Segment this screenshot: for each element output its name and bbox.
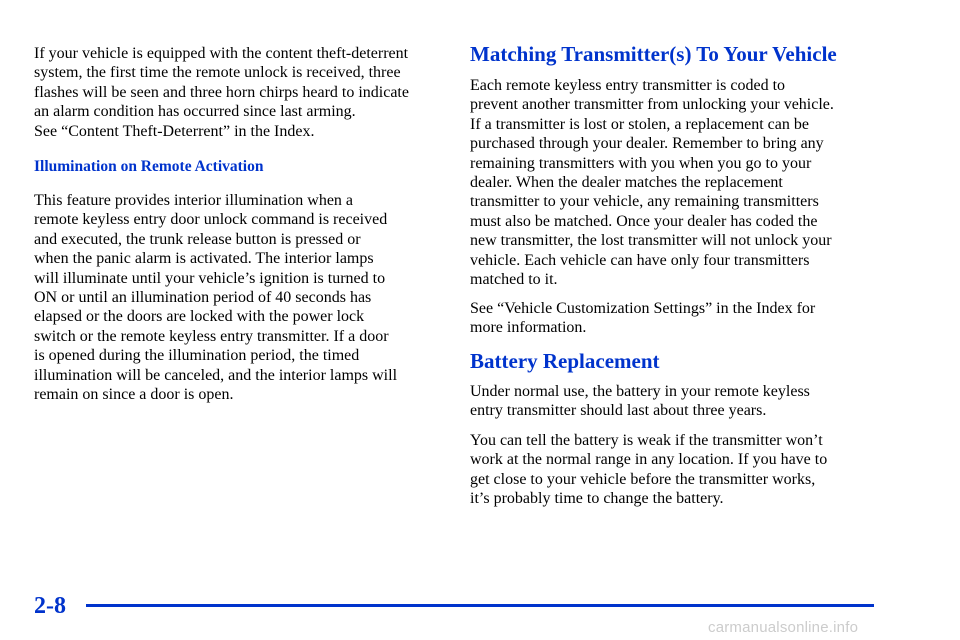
matching-transmitters-heading: Matching Transmitter(s) To Your Vehicle xyxy=(470,42,837,66)
page-number: 2-8 xyxy=(34,593,66,619)
battery-replacement-heading: Battery Replacement xyxy=(470,349,660,373)
text-line: Each remote keyless entry transmitter is… xyxy=(470,77,786,94)
text-line: illumination will be canceled, and the i… xyxy=(34,366,398,384)
text-line: dealer. When the dealer matches the repl… xyxy=(470,174,783,192)
text-line: purchased through your dealer. Remember … xyxy=(470,135,824,153)
text-line: vehicle. Each vehicle can have only four… xyxy=(470,251,810,269)
text-line: it’s probably time to change the battery… xyxy=(470,490,724,508)
text-line: If a transmitter is lost or stolen, a re… xyxy=(470,115,809,133)
text-line: is opened during the illumination period… xyxy=(34,347,360,365)
illumination-subheading: Illumination on Remote Activation xyxy=(34,158,264,175)
matching-paragraph: Each remote keyless entry transmitter is… xyxy=(470,76,834,289)
text-line: when the panic alarm is activated. The i… xyxy=(34,250,374,268)
text-line: system, the first time the remote unlock… xyxy=(34,64,401,82)
text-line: remain on since a door is open. xyxy=(34,386,234,404)
text-line: switch or the remote keyless entry trans… xyxy=(34,327,389,345)
battery-weak-paragraph: You can tell the battery is weak if the … xyxy=(470,431,827,509)
text-line: remaining transmitters with you when you… xyxy=(470,154,812,172)
watermark: carmanualsonline.info xyxy=(708,619,859,636)
illumination-paragraph: This feature provides interior illuminat… xyxy=(34,191,397,404)
text-line: will illuminate until your vehicle’s ign… xyxy=(34,269,386,287)
text-line: flashes will be seen and three horn chir… xyxy=(34,83,409,101)
theft-deterrent-paragraph: If your vehicle is equipped with the con… xyxy=(34,44,409,141)
text-line: This feature provides interior illuminat… xyxy=(34,192,354,209)
text-line: and executed, the trunk release button i… xyxy=(34,230,361,248)
customization-paragraph: See “Vehicle Customization Settings” in … xyxy=(470,299,815,338)
text-line: remote keyless entry door unlock command… xyxy=(34,211,388,229)
text-line: Under normal use, the battery in your re… xyxy=(470,383,810,400)
text-line: get close to your vehicle before the tra… xyxy=(470,470,816,488)
text-line: work at the normal range in any location… xyxy=(470,451,828,469)
text-line: an alarm condition has occurred since la… xyxy=(34,103,356,121)
footer-rule xyxy=(86,604,874,607)
text-line: must also be matched. Once your dealer h… xyxy=(470,212,818,230)
text-line: more information. xyxy=(470,319,587,337)
text-line: You can tell the battery is weak if the … xyxy=(470,432,823,449)
text-line: ON or until an illumination period of 40… xyxy=(34,289,372,307)
text-line: new transmitter, the lost transmitter wi… xyxy=(470,232,832,250)
text-line: See “Vehicle Customization Settings” in … xyxy=(470,300,816,317)
text-line: transmitter to your vehicle, any remaini… xyxy=(470,193,819,211)
text-line: entry transmitter should last about thre… xyxy=(470,402,767,420)
text-line: See “Content Theft-Deterrent” in the Ind… xyxy=(34,122,315,140)
text-line: If your vehicle is equipped with the con… xyxy=(34,45,409,62)
battery-life-paragraph: Under normal use, the battery in your re… xyxy=(470,382,810,421)
text-line: matched to it. xyxy=(470,271,558,289)
text-line: prevent another transmitter from unlocki… xyxy=(470,96,834,114)
text-line: elapsed or the doors are locked with the… xyxy=(34,308,365,326)
